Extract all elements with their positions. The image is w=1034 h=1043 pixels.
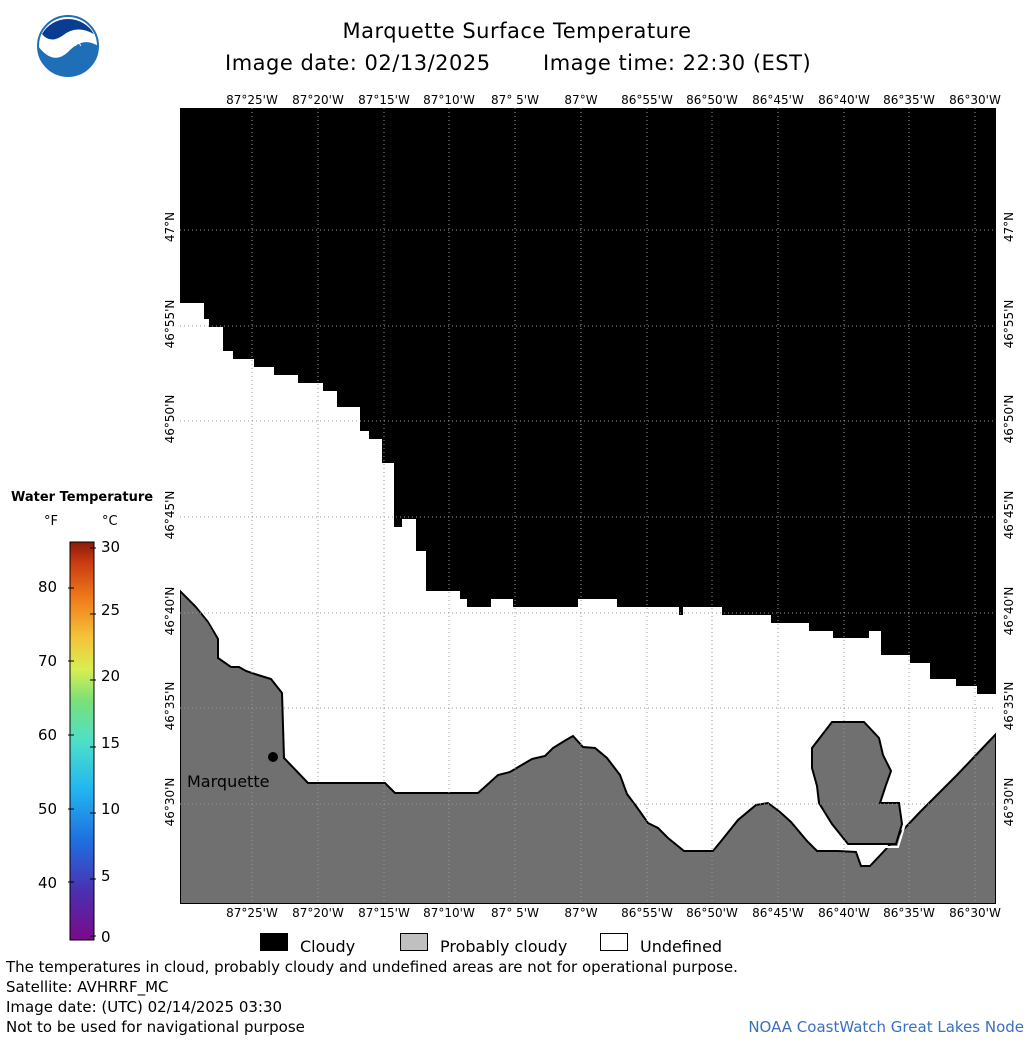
lon-label: 86°40'W (818, 906, 870, 920)
lon-label: 86°55'W (621, 906, 673, 920)
map-canvas (180, 108, 996, 904)
lon-label: 86°45'W (752, 93, 804, 107)
legend-label-undefined: Undefined (640, 937, 723, 956)
footer-satellite: Satellite: AVHRRF_MC (6, 978, 169, 996)
coastline (180, 587, 996, 862)
legend-swatch-cloudy (260, 933, 288, 951)
lat-label: 46°35'N (163, 681, 177, 731)
footer-disclaimer: The temperatures in cloud, probably clou… (6, 958, 738, 976)
colorbar-unit-c: °C (102, 514, 118, 529)
lon-label: 86°35'W (883, 93, 935, 107)
city-label: Marquette (187, 772, 270, 791)
svg-text:NOAA: NOAA (55, 39, 82, 49)
footer-utc-date: Image date: (UTC) 02/14/2025 03:30 (6, 998, 283, 1016)
lat-label: 46°30'N (1002, 777, 1016, 827)
lon-label: 87° 5'W (491, 906, 539, 920)
lon-label: 87°10'W (423, 93, 475, 107)
image-time: Image time: 22:30 (EST) (543, 51, 812, 75)
footer-credit-link[interactable]: NOAA CoastWatch Great Lakes Node (748, 1018, 1024, 1036)
lat-label: 46°50'N (1002, 394, 1016, 444)
lon-label: 87°10'W (423, 906, 475, 920)
f-tick: 40 (38, 874, 58, 892)
c-tick: 5 (101, 867, 111, 885)
c-tick: 15 (101, 734, 121, 752)
city-marker (268, 752, 278, 762)
map-title: Marquette Surface Temperature (342, 19, 692, 43)
lat-label: 46°45'N (1002, 490, 1016, 540)
f-tick: 70 (38, 652, 58, 670)
legend-swatch-undefined (600, 933, 628, 951)
footer-navigation-note: Not to be used for navigational purpose (6, 1018, 305, 1036)
lake-outline (808, 718, 907, 848)
c-tick: 25 (101, 601, 121, 619)
lat-label: 47°N (163, 211, 177, 243)
lat-label: 46°50'N (163, 394, 177, 444)
legend-label-cloudy: Cloudy (300, 937, 356, 956)
lon-label: 86°30'W (949, 906, 1001, 920)
lon-label: 86°30'W (949, 93, 1001, 107)
lat-label: 46°55'N (1002, 299, 1016, 349)
c-tick: 10 (101, 800, 121, 818)
legend-label-probably-cloudy: Probably cloudy (440, 937, 568, 956)
lon-label: 87°25'W (226, 93, 278, 107)
f-tick: 80 (38, 578, 58, 596)
lat-label: 47°N (1002, 211, 1016, 243)
lon-label: 86°50'W (686, 906, 738, 920)
lon-label: 86°50'W (686, 93, 738, 107)
noaa-logo: NOAA (37, 15, 99, 77)
lon-label: 87°W (564, 93, 598, 107)
lat-label: 46°45'N (163, 490, 177, 540)
lat-label: 46°40'N (1002, 586, 1016, 636)
lon-label: 86°40'W (818, 93, 870, 107)
lon-label: 87° 5'W (491, 93, 539, 107)
lat-label: 46°40'N (163, 586, 177, 636)
lat-label: 46°55'N (163, 299, 177, 349)
image-date: Image date: 02/13/2025 (225, 51, 491, 75)
colorbar-unit-f: °F (44, 514, 58, 529)
probably-cloudy-lake (811, 721, 904, 845)
lon-label: 86°35'W (883, 906, 935, 920)
lon-label: 86°55'W (621, 93, 673, 107)
probably-cloudy-area (180, 589, 996, 904)
lon-label: 87°20'W (292, 93, 344, 107)
f-tick: 50 (38, 800, 58, 818)
lon-label: 87°15'W (358, 93, 410, 107)
lat-label: 46°35'N (1002, 681, 1016, 731)
c-tick: 0 (101, 928, 111, 946)
lon-label: 87°25'W (226, 906, 278, 920)
lon-label: 87°15'W (358, 906, 410, 920)
lon-label: 87°20'W (292, 906, 344, 920)
c-tick: 30 (101, 538, 121, 556)
c-tick: 20 (101, 667, 121, 685)
legend-swatch-probably-cloudy (400, 933, 428, 951)
f-tick: 60 (38, 726, 58, 744)
colorbar-title: Water Temperature (11, 490, 154, 505)
lon-label: 87°W (564, 906, 598, 920)
lon-label: 86°45'W (752, 906, 804, 920)
lat-label: 46°30'N (163, 777, 177, 827)
graticule (180, 108, 996, 904)
colorbar (68, 541, 96, 941)
cloudy-area (180, 108, 996, 694)
